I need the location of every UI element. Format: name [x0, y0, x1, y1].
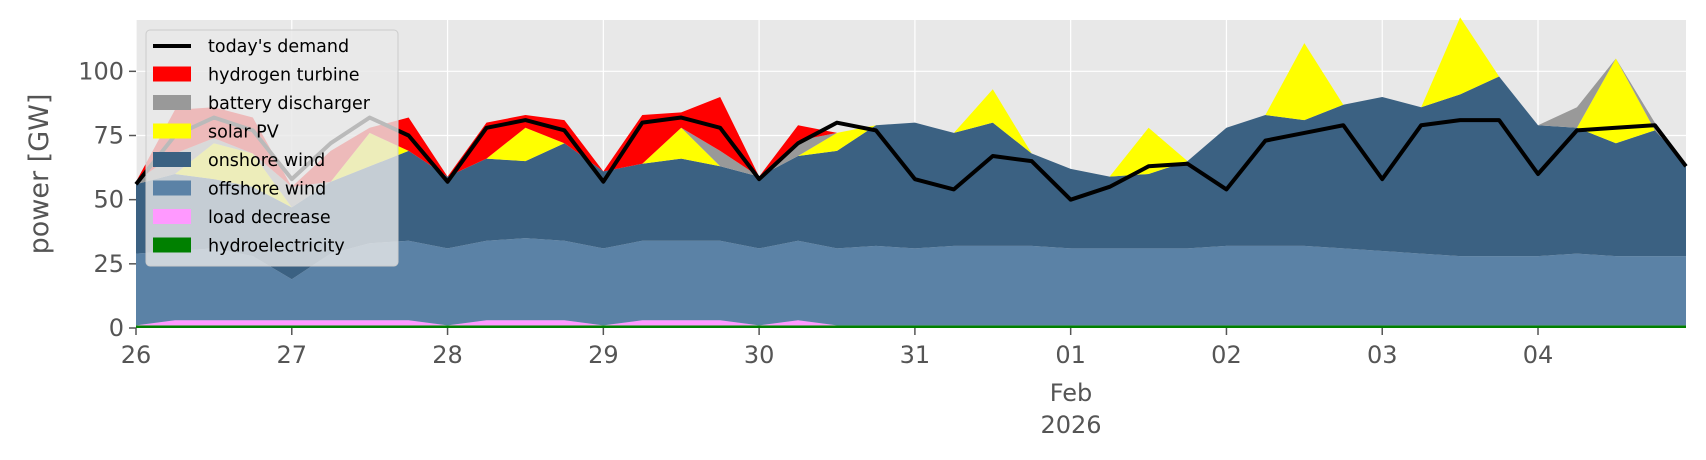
x-tick-label: 29 [588, 341, 619, 369]
x-tick-label: 02 [1211, 341, 1242, 369]
legend-swatch-battery-discharger [153, 95, 191, 110]
legend-swatch-onshore-wind [153, 152, 191, 167]
x-tick-label: 30 [744, 341, 775, 369]
x-tick-label: 28 [432, 341, 463, 369]
legend-swatch-hydrogen-turbine [153, 66, 191, 82]
y-tick-label: 75 [93, 122, 124, 150]
legend-swatch-solar-pv [153, 123, 191, 139]
y-tick-label: 25 [93, 250, 124, 278]
legend-label-onshore-wind: onshore wind [208, 151, 325, 171]
area-onshore-wind [136, 76, 1686, 280]
legend-label-hydroelectricity: hydroelectricity [208, 237, 345, 257]
legend-label-battery-discharger: battery discharger [208, 94, 371, 114]
x-tick-label: 01 [1055, 341, 1086, 369]
legend: today's demand hydrogen turbine battery di… [145, 29, 399, 267]
y-tick-label: 50 [93, 186, 124, 214]
x-tick-sub-month: Feb [1050, 379, 1093, 407]
legend-box [145, 29, 399, 267]
x-tick-label: 04 [1523, 341, 1554, 369]
y-axis: 0 25 50 75 100 [78, 57, 136, 342]
area-load-decrease [136, 320, 1686, 326]
x-tick-label: 26 [121, 341, 152, 369]
y-axis-label: power [GW] [24, 94, 55, 255]
area-hydroelectricity [136, 325, 1686, 328]
x-tick-sub-year: 2026 [1040, 411, 1101, 439]
legend-label-load-decrease: load decrease [208, 208, 331, 228]
x-axis: 26 27 28 29 30 31 01 02 03 04 [121, 328, 1554, 369]
x-tick-label: 03 [1367, 341, 1398, 369]
legend-label-hydrogen-turbine: hydrogen turbine [208, 66, 360, 86]
legend-swatch-hydroelectricity [153, 237, 191, 253]
x-tick-label: 31 [900, 341, 931, 369]
legend-label-solar-pv: solar PV [208, 123, 279, 143]
y-tick-label: 100 [78, 57, 124, 85]
legend-label-offshore-wind: offshore wind [208, 180, 326, 200]
area-offshore-wind [136, 238, 1686, 326]
legend-label-today-s-demand: today's demand [208, 37, 349, 57]
y-tick-label: 0 [109, 314, 124, 342]
x-tick-label: 27 [277, 341, 308, 369]
legend-swatch-offshore-wind [153, 180, 191, 196]
area-solar-pv [136, 17, 1686, 208]
legend-swatch-load-decrease [153, 209, 191, 224]
